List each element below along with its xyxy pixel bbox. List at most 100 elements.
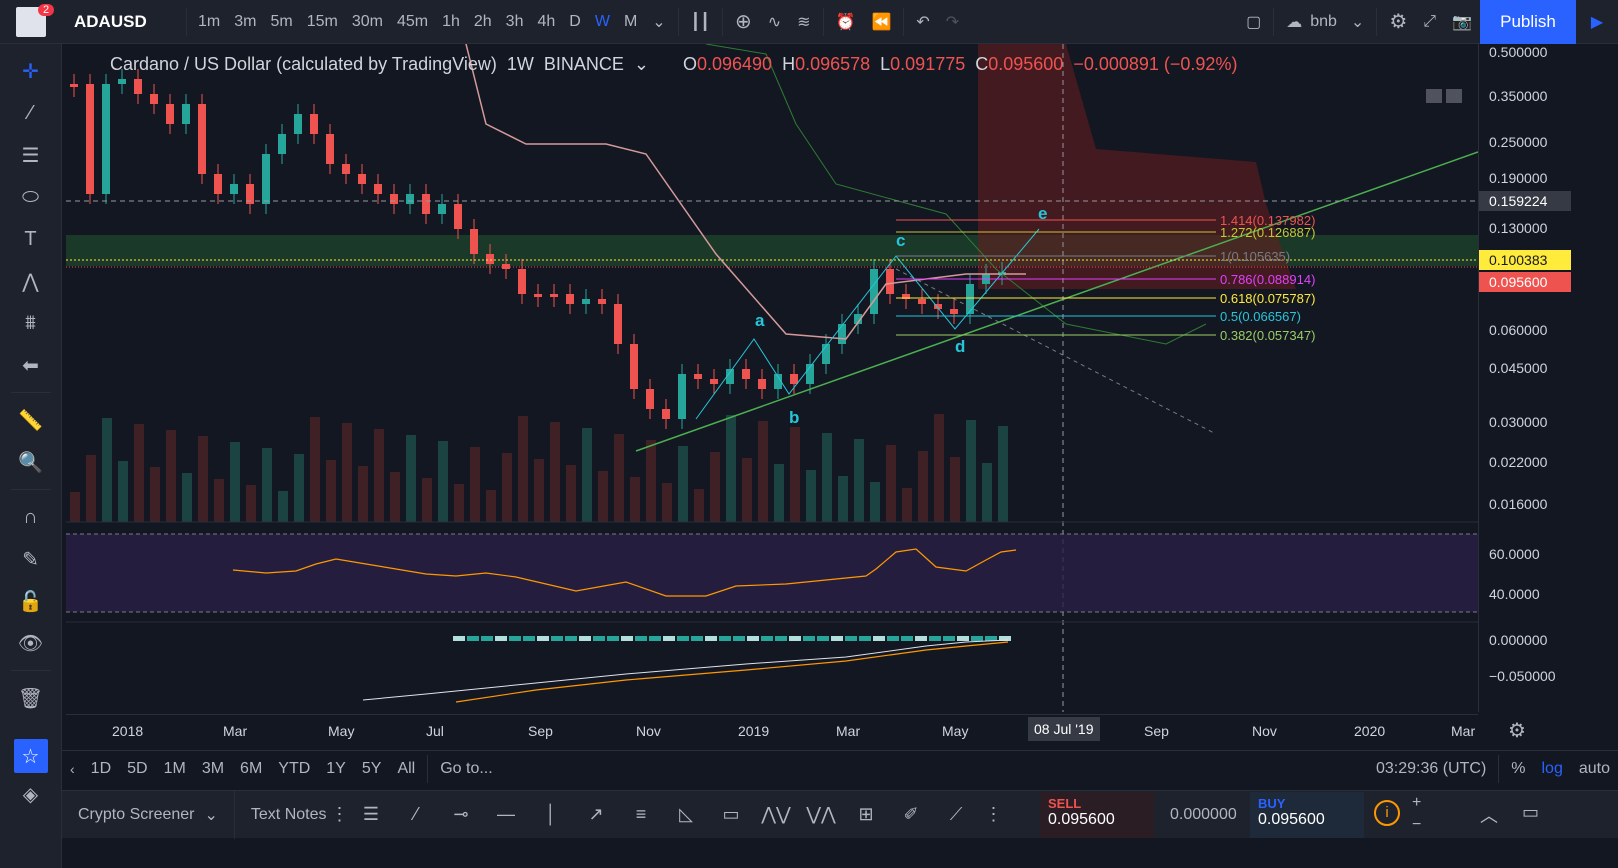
- range-6M[interactable]: 6M: [240, 759, 263, 777]
- interval-15m[interactable]: 15m: [306, 12, 338, 30]
- tab-text-notes[interactable]: Text Notes: [235, 791, 331, 839]
- rectangle-icon[interactable]: ▭: [722, 804, 740, 824]
- indicators-icon[interactable]: ∿: [767, 13, 782, 31]
- interval-W[interactable]: W: [594, 12, 610, 30]
- patterns-icon[interactable]: ⋀: [22, 270, 39, 293]
- fib-tool-icon[interactable]: ☰: [362, 804, 380, 824]
- cloud-icon[interactable]: ☁: [1286, 13, 1303, 31]
- shapes-icon[interactable]: ⬭: [21, 185, 40, 208]
- interval-2h[interactable]: 2h: [473, 12, 492, 30]
- range-1M[interactable]: 1M: [163, 759, 186, 777]
- chevron-down-icon[interactable]: ⌄: [652, 13, 666, 31]
- triangle-icon[interactable]: ◺: [679, 804, 693, 824]
- zoom-in-icon[interactable]: 🔍: [18, 451, 43, 474]
- symbol-search[interactable]: ADAUSD: [74, 11, 147, 31]
- star-icon[interactable]: ☆: [13, 739, 48, 773]
- log-toggle[interactable]: log: [1541, 759, 1563, 777]
- redo-icon[interactable]: ↷: [945, 13, 960, 31]
- range-5D[interactable]: 5D: [127, 759, 148, 777]
- lock-icon[interactable]: 🔓: [18, 590, 43, 613]
- price-axis[interactable]: 0.500000 0.350000 0.250000 0.190000 0.13…: [1478, 44, 1618, 712]
- interval-3m[interactable]: 3m: [234, 12, 257, 30]
- interval-45m[interactable]: 45m: [396, 12, 429, 30]
- chevron-left-icon[interactable]: ‹: [70, 760, 75, 777]
- collapse-button[interactable]: [1426, 89, 1442, 103]
- templates-icon[interactable]: ≋: [797, 13, 811, 31]
- interval-30m[interactable]: 30m: [351, 12, 383, 30]
- play-icon[interactable]: ▶: [1590, 13, 1604, 31]
- drag-handle-icon[interactable]: ⋮: [330, 804, 349, 824]
- range-All[interactable]: All: [397, 759, 416, 777]
- date-range-icon[interactable]: ⊞: [858, 804, 874, 824]
- arrow-icon[interactable]: ↗: [588, 804, 604, 824]
- interval-1h[interactable]: 1h: [442, 12, 460, 30]
- publish-button[interactable]: Publish: [1480, 0, 1576, 44]
- chevron-down-icon[interactable]: ⌄: [633, 54, 649, 74]
- trash-icon[interactable]: 🗑: [17, 687, 44, 710]
- user-menu[interactable]: 2: [0, 0, 62, 44]
- expand-button[interactable]: [1446, 89, 1462, 103]
- tab-crypto-screener[interactable]: Crypto Screener ⌄: [62, 790, 235, 839]
- path-icon[interactable]: ⟋: [949, 804, 963, 824]
- interval-D[interactable]: D: [569, 12, 581, 30]
- horizontal-ray-icon[interactable]: ⊸: [453, 804, 469, 824]
- elliott-wave-icon[interactable]: ⋁⋀: [806, 804, 836, 824]
- back-arrow-icon[interactable]: ⬅: [22, 354, 39, 377]
- fullscreen-icon[interactable]: ⤢: [1423, 12, 1437, 30]
- vertical-line-icon[interactable]: │: [545, 804, 557, 824]
- magnet-icon[interactable]: ∩: [23, 505, 38, 528]
- chart-canvas[interactable]: 1.414(0.137982)1.272(0.126887) 1(0.105635…: [66, 44, 1478, 712]
- undo-icon[interactable]: ↶: [916, 13, 930, 31]
- chevron-up-icon[interactable]: ︿: [1480, 806, 1498, 826]
- text-tool-icon[interactable]: T: [24, 227, 37, 250]
- maximize-icon[interactable]: ▭: [1522, 802, 1540, 822]
- layout-select-icon[interactable]: ▢: [1246, 13, 1262, 31]
- buy-button[interactable]: BUY 0.095600: [1250, 792, 1364, 838]
- interval-1m[interactable]: 1m: [198, 12, 221, 30]
- range-1D[interactable]: 1D: [90, 759, 112, 777]
- abcd-pattern-icon[interactable]: ⋀⋁: [761, 804, 791, 824]
- interval-4h[interactable]: 4h: [537, 12, 556, 30]
- interval-3h[interactable]: 3h: [505, 12, 524, 30]
- time-axis[interactable]: 2018 Mar May Jul Sep Nov 2019 Mar May 08…: [66, 714, 1478, 748]
- utc-clock[interactable]: 03:29:36 (UTC): [1376, 759, 1487, 777]
- chevron-down-icon[interactable]: ⌄: [204, 806, 218, 824]
- ruler-icon[interactable]: 📏: [18, 409, 43, 432]
- goto-date-button[interactable]: Go to...: [440, 759, 493, 777]
- eye-icon[interactable]: 👁: [17, 632, 44, 655]
- interval-M[interactable]: M: [623, 12, 638, 30]
- camera-icon[interactable]: 📷: [1452, 13, 1472, 31]
- replay-icon[interactable]: ⏪: [871, 13, 892, 31]
- percent-toggle[interactable]: %: [1511, 759, 1526, 777]
- fib-tool-icon[interactable]: ☰: [21, 144, 40, 167]
- chevron-down-icon[interactable]: ⌄: [1350, 13, 1365, 31]
- range-3M[interactable]: 3M: [201, 759, 225, 777]
- range-5Y[interactable]: 5Y: [361, 759, 382, 777]
- gear-icon[interactable]: ⚙: [1389, 11, 1408, 33]
- legend-exchange[interactable]: BINANCE: [543, 54, 624, 74]
- trend-line-icon[interactable]: ⁄: [28, 101, 33, 124]
- alert-icon[interactable]: ⏰: [835, 13, 856, 31]
- layers-icon[interactable]: ◈: [22, 783, 39, 806]
- minus-icon[interactable]: −: [1412, 816, 1422, 833]
- info-icon[interactable]: i: [1374, 800, 1400, 826]
- crosshair-icon[interactable]: ✛: [22, 60, 39, 83]
- plus-icon[interactable]: +: [1412, 794, 1422, 811]
- trend-line-icon[interactable]: ⁄: [414, 804, 418, 824]
- gear-icon[interactable]: ⚙: [1508, 720, 1526, 742]
- pencil-lock-icon[interactable]: ✎: [22, 548, 39, 571]
- interval-5m[interactable]: 5m: [270, 12, 293, 30]
- sell-button[interactable]: SELL 0.095600: [1040, 792, 1154, 838]
- prediction-icon[interactable]: ⩩: [25, 311, 36, 334]
- drag-handle-icon[interactable]: ⋮: [984, 804, 1003, 824]
- legend-title[interactable]: Cardano / US Dollar (calculated by Tradi…: [110, 54, 497, 74]
- layout-name[interactable]: bnb: [1310, 12, 1337, 30]
- range-1Y[interactable]: 1Y: [326, 759, 346, 777]
- brush-icon[interactable]: ✐: [903, 804, 919, 824]
- compare-add-icon[interactable]: ⊕: [734, 11, 752, 33]
- range-YTD[interactable]: YTD: [278, 759, 311, 777]
- horizontal-line-icon[interactable]: —: [497, 804, 515, 824]
- auto-toggle[interactable]: auto: [1578, 759, 1610, 777]
- parallel-channel-icon[interactable]: ≡: [635, 804, 647, 824]
- candles-style-icon[interactable]: ┃┃: [690, 13, 710, 31]
